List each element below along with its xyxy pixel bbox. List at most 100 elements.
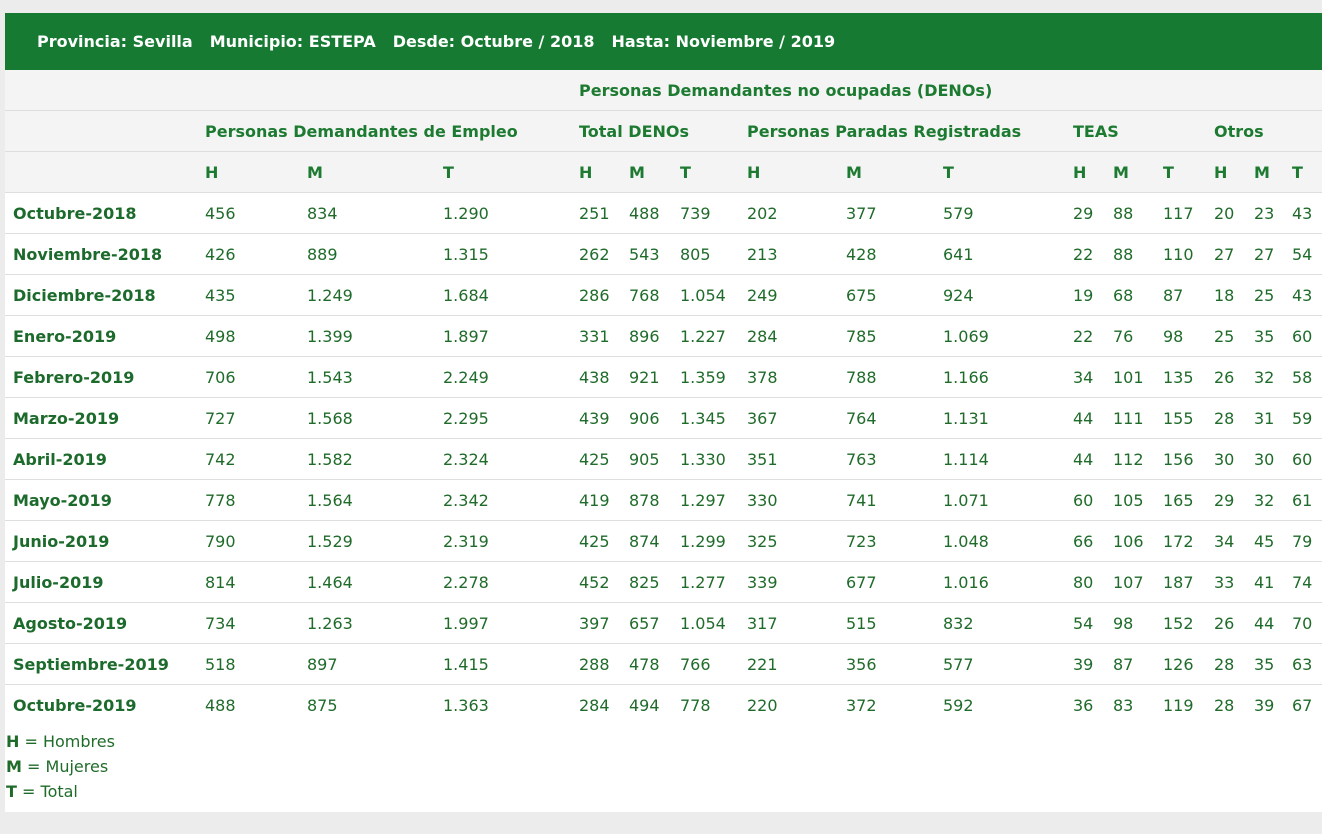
- legend-item: M = Mujeres: [6, 754, 1322, 779]
- cell: 325: [739, 520, 838, 562]
- cell: 778: [680, 695, 711, 715]
- cell: 2.324: [435, 438, 571, 480]
- column-header: T: [672, 151, 739, 193]
- cell: 54: [1065, 602, 1105, 644]
- cell: 28: [1214, 695, 1235, 715]
- group-header: Total DENOs: [571, 110, 739, 152]
- data-row: Septiembre-2019 518 897 1.415 288 478 766 221 35…: [5, 643, 1322, 685]
- cell: 44: [1065, 397, 1105, 439]
- group-header: Personas Demandantes de Empleo: [197, 110, 571, 152]
- panel: Provincia: Sevilla Municipio: ESTEPA Des…: [5, 13, 1322, 812]
- cell: 1.249: [299, 274, 435, 316]
- cell: 66: [1065, 520, 1105, 562]
- cell: 785: [838, 315, 935, 357]
- cell: 1.016: [935, 561, 1065, 603]
- cell: 36: [1073, 695, 1094, 715]
- cell: 768: [621, 274, 672, 316]
- cell: 80: [1065, 561, 1105, 603]
- cell: 1.529: [299, 520, 435, 562]
- data-row: Enero-2019 498 1.399 1.897 331 896 1.227 284 785…: [5, 315, 1322, 357]
- cell: 814: [197, 561, 299, 603]
- cell: 126: [1155, 643, 1206, 685]
- cell: 478: [621, 643, 672, 685]
- cell: 1.684: [435, 274, 571, 316]
- cell: 764: [838, 397, 935, 439]
- cell: 1.897: [435, 315, 571, 357]
- cell: 34: [1065, 356, 1105, 398]
- cell: 425: [571, 520, 621, 562]
- legend-letter: T: [6, 782, 17, 801]
- cell: 32: [1246, 479, 1284, 521]
- cell: 378: [739, 356, 838, 398]
- cell: 641: [935, 233, 1065, 275]
- cell: 25: [1206, 315, 1246, 357]
- data-row: Julio-2019 814 1.464 2.278 452 825 1.277 339 677…: [5, 561, 1322, 603]
- cell: 251: [571, 192, 621, 234]
- cell: 834: [299, 192, 435, 234]
- cell: 286: [571, 274, 621, 316]
- row-label: Marzo-2019: [5, 397, 197, 439]
- cell: 35: [1246, 643, 1284, 685]
- cell: 83: [1113, 695, 1134, 715]
- header-cell: [5, 70, 571, 111]
- cell: 1.582: [299, 438, 435, 480]
- cell: 34: [1206, 520, 1246, 562]
- cell: 2.295: [435, 397, 571, 439]
- cell: 1.054: [672, 274, 739, 316]
- data-row: Abril-2019 742 1.582 2.324 425 905 1.330 351 763…: [5, 438, 1322, 480]
- cell: 43: [1284, 192, 1322, 234]
- cell: 98: [1105, 602, 1155, 644]
- cell: 202: [739, 192, 838, 234]
- data-row: Noviembre-2018 426 889 1.315 262 543 805 213 428…: [5, 233, 1322, 275]
- cell: 452: [571, 561, 621, 603]
- cell: 1.069: [935, 315, 1065, 357]
- cell: 249: [739, 274, 838, 316]
- cell: 87: [1105, 643, 1155, 685]
- cell: 60: [1284, 315, 1322, 357]
- cell: 23: [1246, 192, 1284, 234]
- column-header: M: [838, 151, 935, 193]
- row-label: Febrero-2019: [5, 356, 197, 398]
- cell: 79: [1284, 520, 1322, 562]
- cell: 778: [197, 479, 299, 521]
- cell: 790: [197, 520, 299, 562]
- cell: 88: [1105, 192, 1155, 234]
- data-table: Personas Demandantes no ocupadas (DENOs)…: [5, 70, 1322, 725]
- group-header: Personas Demandantes no ocupadas (DENOs): [571, 70, 1322, 111]
- row-label: Septiembre-2019: [5, 643, 197, 685]
- data-row: Octubre-2018 456 834 1.290 251 488 739 202 377 57…: [5, 192, 1322, 234]
- cell: 439: [571, 397, 621, 439]
- cell: 60: [1065, 479, 1105, 521]
- cell: 518: [197, 643, 299, 685]
- cell: 44: [1246, 602, 1284, 644]
- filter: Municipio: ESTEPA: [209, 32, 376, 51]
- cell: 28: [1206, 397, 1246, 439]
- cell: 1.330: [672, 438, 739, 480]
- column-header: T: [435, 151, 571, 193]
- cell: 1.399: [299, 315, 435, 357]
- cell: 1.071: [935, 479, 1065, 521]
- row-label: Octubre-2019: [13, 695, 137, 715]
- filter: Provincia: Sevilla: [37, 32, 193, 51]
- cell: 32: [1246, 356, 1284, 398]
- cell: 488: [621, 192, 672, 234]
- column-header: M: [1246, 151, 1284, 193]
- cell: 832: [935, 602, 1065, 644]
- legend: H = Hombres M = Mujeres T = Total: [5, 729, 1322, 804]
- cell: 19: [1065, 274, 1105, 316]
- legend-text: = Hombres: [24, 732, 115, 751]
- cell: 22: [1065, 233, 1105, 275]
- cell: 220: [747, 695, 778, 715]
- cell: 1.564: [299, 479, 435, 521]
- cell: 221: [739, 643, 838, 685]
- group-header: TEAS: [1065, 110, 1206, 152]
- cell: 878: [621, 479, 672, 521]
- cell: 1.263: [299, 602, 435, 644]
- cell: 372: [846, 695, 877, 715]
- cell: 54: [1284, 233, 1322, 275]
- legend-item: T = Total: [6, 779, 1322, 804]
- cell: 98: [1155, 315, 1206, 357]
- cell: 425: [571, 438, 621, 480]
- cell: 577: [935, 643, 1065, 685]
